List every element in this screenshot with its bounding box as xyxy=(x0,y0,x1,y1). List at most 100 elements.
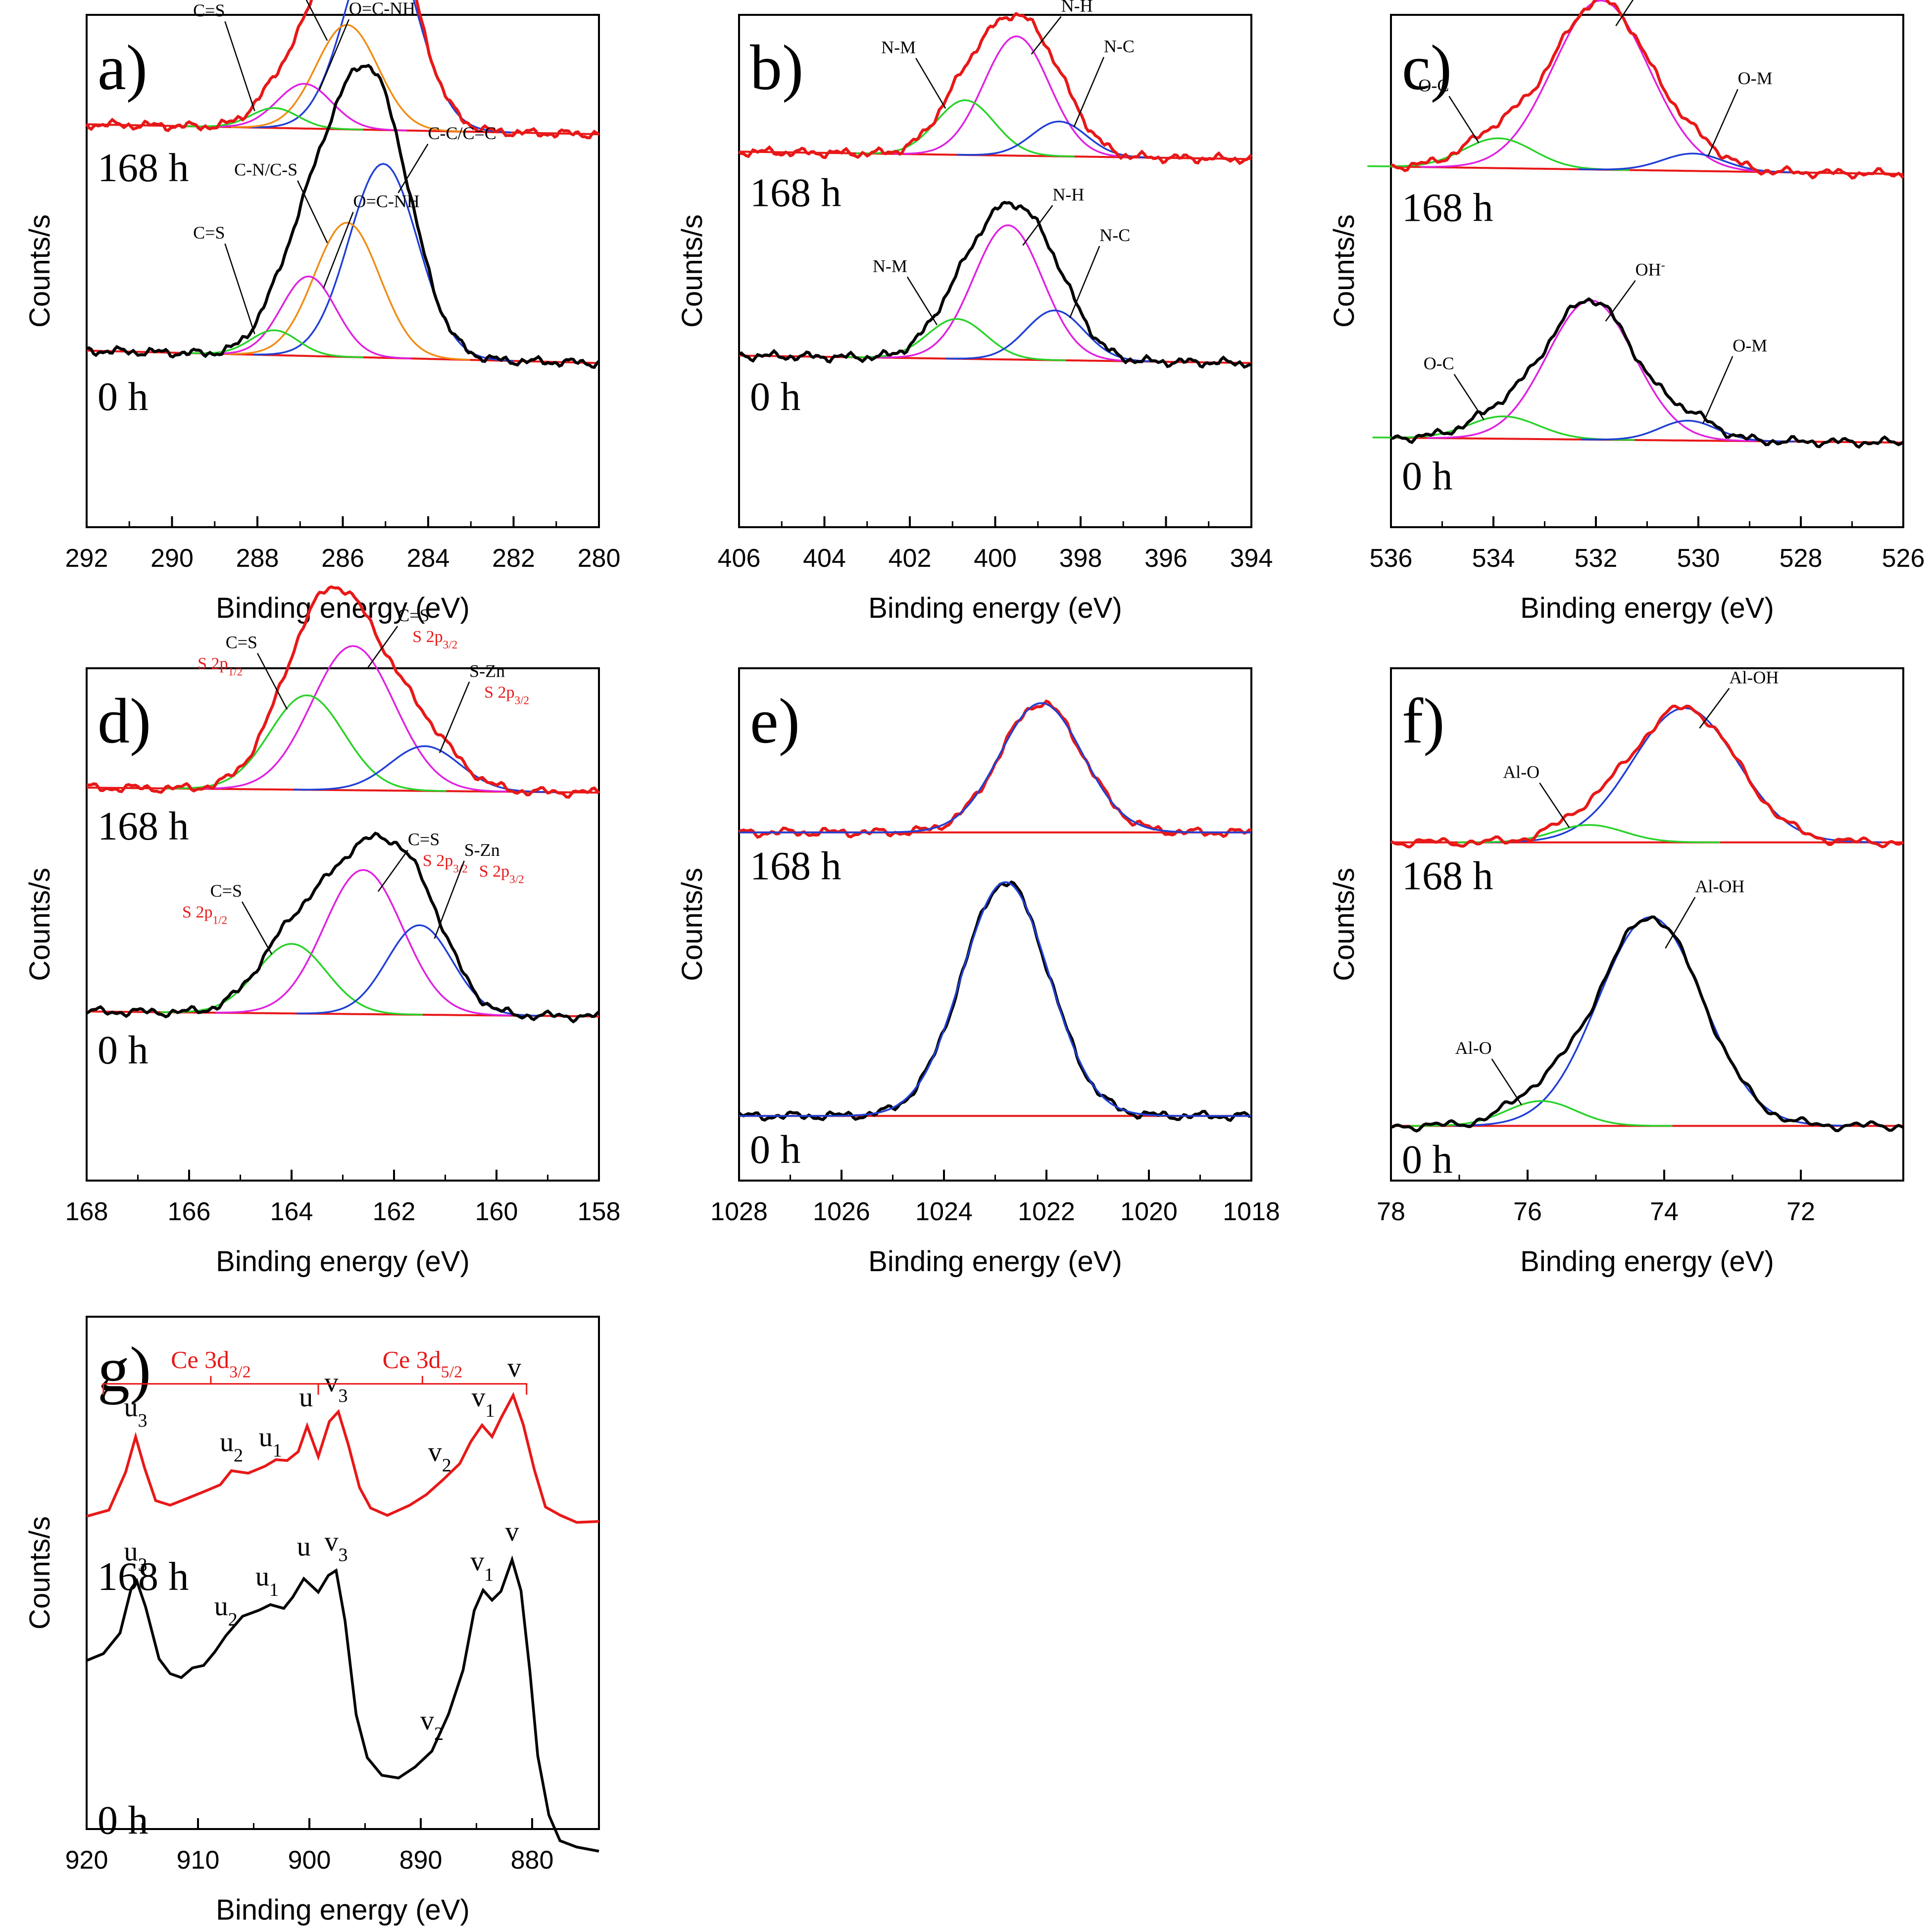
peak-label-u3-sub: 3 xyxy=(138,1555,147,1576)
component-peak-main xyxy=(885,702,1197,834)
ce3d-spectrum-line xyxy=(86,1391,599,1524)
chart-panel-g: 920 910 900 890 880 Binding energy (eV) Counts… xyxy=(24,1316,600,1926)
x-tick-label: 164 xyxy=(270,1197,313,1226)
peak-annotation: O-C xyxy=(1418,75,1449,95)
sample-label: 168 h xyxy=(750,843,842,889)
annotation-leader-line xyxy=(1491,1058,1522,1105)
peak-annotation: O-M xyxy=(1733,336,1767,355)
component-peak-c-s xyxy=(215,869,511,1017)
x-tick-label: 398 xyxy=(1059,544,1102,573)
x-tick-label: 890 xyxy=(399,1846,443,1875)
component-peak-o-c xyxy=(1367,137,1630,171)
x-tick-label: 900 xyxy=(288,1846,331,1875)
x-tick-label: 528 xyxy=(1780,544,1823,573)
annotation-leader-line xyxy=(1615,0,1634,26)
peak-label-u3-sub: 3 xyxy=(138,1410,147,1431)
peak-subannotation: S 2p1/2 xyxy=(198,655,243,679)
peak-label-u1-main: u xyxy=(259,1422,273,1452)
sample-label: 0 h xyxy=(98,1797,149,1842)
peak-subannotation-sub: 1/2 xyxy=(228,666,243,679)
peak-label-v3: v3 xyxy=(324,1367,347,1406)
x-tick-label: 406 xyxy=(718,544,761,573)
sample-label: 168 h xyxy=(1402,853,1493,898)
group-label: Ce 3d3/2 xyxy=(171,1346,251,1382)
peak-subannotation-sub: 3/2 xyxy=(515,694,530,707)
peak-label-v2: v2 xyxy=(420,1705,444,1744)
annotation-leader-line xyxy=(377,849,408,892)
x-tick-label: 284 xyxy=(407,544,450,573)
x-tick-label: 1024 xyxy=(915,1197,973,1226)
plot-frame xyxy=(86,667,600,1182)
group-label: Ce 3d5/2 xyxy=(383,1346,463,1382)
peak-annotation: N-C xyxy=(1099,225,1130,245)
peak-label-u3: u3 xyxy=(124,1392,147,1431)
group-label-sub: 3/2 xyxy=(229,1363,250,1381)
annotation-leader-line xyxy=(1069,246,1100,318)
component-peak-n-h xyxy=(893,35,1140,158)
x-tick-label: 404 xyxy=(803,544,846,573)
peak-subannotation: S 2p1/2 xyxy=(182,903,227,927)
x-tick-label: 168 xyxy=(65,1197,108,1226)
chart-panel-a: 292 290 288 286 284 282 280 Binding energy (eV)… xyxy=(24,0,620,624)
peak-label-u-main: u xyxy=(299,1382,313,1413)
peak-label-u3-main: u xyxy=(124,1392,138,1423)
spectrum-0h: OH- O-C O-M 0 h xyxy=(1372,258,1904,498)
x-tick-label: 162 xyxy=(373,1197,416,1226)
sample-label: 0 h xyxy=(750,1127,801,1172)
peak-annotation-main: C=S xyxy=(408,829,440,849)
peak-annotation: S-Zn xyxy=(464,840,500,860)
peak-annotation: Al-O xyxy=(1455,1038,1492,1058)
peak-annotation: Al-O xyxy=(1503,762,1539,782)
y-axis-label: Counts/s xyxy=(676,214,708,328)
component-peak-al-o xyxy=(1410,1100,1673,1127)
peak-subannotation-main: S 2p xyxy=(182,903,212,922)
plot-frame xyxy=(738,14,1252,528)
peak-label-u2: u2 xyxy=(214,1591,238,1630)
peak-annotation-main: Al-O xyxy=(1455,1038,1492,1058)
x-tick-label: 74 xyxy=(1650,1197,1679,1226)
component-peak-n-h xyxy=(878,224,1138,362)
fit-envelope-line xyxy=(739,881,1251,1117)
peak-label-v3-sub: 3 xyxy=(338,1544,347,1565)
component-peak-n-c xyxy=(945,309,1165,363)
spectrum-0h: C=SS 2p3/2C=SS 2p1/2S-ZnS 2p3/20 h xyxy=(86,829,600,1072)
peak-annotation-main: N-M xyxy=(873,256,907,276)
x-tick-label: 76 xyxy=(1513,1197,1542,1226)
annotation-leader-line xyxy=(224,21,255,111)
peak-label-u1-sub: 1 xyxy=(269,1580,279,1600)
peak-annotation-main: N-C xyxy=(1099,225,1130,245)
peak-label-v1-main: v xyxy=(470,1546,484,1577)
peak-annotation-main: Al-O xyxy=(1503,762,1539,782)
panel-label: g) xyxy=(98,1334,151,1405)
peak-annotation-main: C=S xyxy=(397,605,429,625)
y-axis-label: Counts/s xyxy=(1328,868,1360,981)
peak-label-u3-main: u xyxy=(124,1536,138,1567)
spectrum-168h: 168 h xyxy=(738,699,1252,889)
peak-subannotation-main: S 2p xyxy=(479,862,509,881)
peak-annotation-main: N-C xyxy=(1104,36,1135,56)
sample-label: 168 h xyxy=(98,803,189,848)
x-axis-label: Binding energy (eV) xyxy=(1520,592,1774,624)
peak-annotation: C=S xyxy=(226,633,257,652)
spectrum-168h: Al-OH Al-O 168 h xyxy=(1390,667,1904,898)
sample-label: 0 h xyxy=(1402,1137,1453,1182)
peak-annotation: O=C-NH xyxy=(353,191,420,211)
peak-label-u2-main: u xyxy=(220,1427,234,1458)
peak-label-v3-main: v xyxy=(324,1526,338,1557)
annotation-leader-line xyxy=(1605,280,1636,322)
peak-annotation: C=S xyxy=(193,223,225,243)
component-peak-c-s xyxy=(167,694,446,792)
peak-label-v2-sub: 2 xyxy=(434,1724,444,1744)
annotation-leader-line xyxy=(439,681,470,753)
sample-label: 0 h xyxy=(98,1027,149,1072)
component-peak-c-s xyxy=(197,645,509,793)
x-tick-label: 402 xyxy=(889,544,932,573)
peak-annotation: Al-OH xyxy=(1729,667,1779,687)
x-tick-label: 910 xyxy=(177,1846,220,1875)
peak-subannotation-main: S 2p xyxy=(412,628,443,646)
sample-label: 168 h xyxy=(98,145,189,190)
x-tick-label: 166 xyxy=(168,1197,211,1226)
peak-label-v1-sub: 1 xyxy=(485,1400,495,1421)
x-tick-label: 160 xyxy=(475,1197,518,1226)
